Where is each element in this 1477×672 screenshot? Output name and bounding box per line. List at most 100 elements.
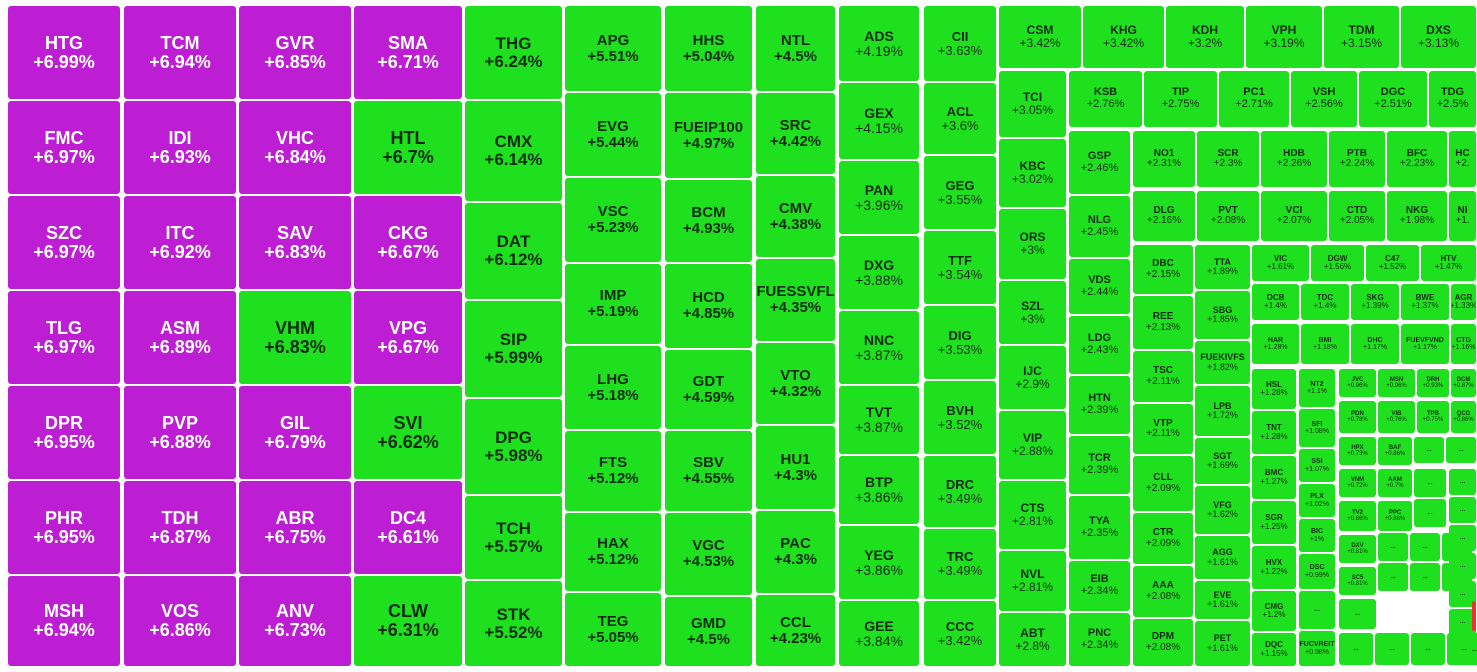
stock-tile[interactable] (1472, 601, 1476, 631)
stock-tile[interactable]: NT2 +1.1% (1299, 369, 1335, 407)
stock-tile[interactable]: TTF +3.54% (924, 231, 996, 304)
stock-tile[interactable]: ... (1378, 563, 1408, 591)
stock-tile[interactable]: ... (1449, 497, 1476, 523)
stock-tile[interactable]: DC4 +6.61% (354, 481, 462, 574)
stock-tile[interactable]: TLG +6.97% (8, 291, 120, 384)
stock-tile[interactable]: KHG +3.42% (1083, 6, 1164, 68)
stock-tile[interactable]: BVH +3.52% (924, 381, 996, 454)
stock-tile[interactable]: VDS +2.44% (1069, 259, 1130, 314)
stock-tile[interactable]: ... (1449, 609, 1476, 635)
stock-tile[interactable]: TPB +0.75% (1417, 401, 1449, 433)
stock-tile[interactable]: PNC +2.34% (1069, 613, 1130, 666)
stock-tile[interactable]: TDC +1.4% (1301, 284, 1349, 320)
stock-tile[interactable]: BFC +2.23% (1387, 131, 1447, 187)
stock-tile[interactable]: SGT +1.69% (1195, 438, 1250, 484)
stock-tile[interactable]: ... (1375, 633, 1409, 665)
stock-tile[interactable]: FTS +5.12% (565, 431, 661, 511)
stock-tile[interactable]: HCD +4.85% (665, 264, 752, 348)
stock-tile[interactable]: FUESSVFL +4.35% (756, 259, 835, 341)
stock-tile[interactable]: ANV +6.73% (239, 576, 351, 666)
stock-tile[interactable]: ... (1414, 469, 1446, 497)
stock-tile[interactable]: DHC +1.17% (1351, 324, 1399, 364)
stock-tile[interactable]: CTD +2.05% (1329, 191, 1385, 241)
stock-tile[interactable]: NKG +1.98% (1387, 191, 1447, 241)
stock-tile[interactable]: DGC +2.51% (1359, 71, 1427, 127)
stock-tile[interactable]: ... (1449, 525, 1476, 551)
stock-tile[interactable]: FUCVREIT +0.98% (1299, 631, 1335, 666)
stock-tile[interactable]: PPC +0.86% (1378, 501, 1412, 531)
stock-tile[interactable]: VOS +6.86% (124, 576, 236, 666)
stock-tile[interactable]: DAT +6.12% (465, 203, 562, 299)
stock-tile[interactable]: BMI +1.18% (1301, 324, 1349, 364)
stock-tile[interactable]: VTO +4.32% (756, 343, 835, 424)
stock-tile[interactable]: TDM +3.15% (1324, 6, 1399, 68)
stock-tile[interactable]: DSC +0.99% (1299, 554, 1335, 589)
stock-tile[interactable]: TVT +3.87% (839, 386, 919, 454)
stock-tile[interactable]: SGR +1.25% (1252, 501, 1296, 544)
stock-tile[interactable]: ... (1449, 553, 1476, 579)
stock-tile[interactable]: DPM +2.08% (1133, 619, 1193, 666)
stock-tile[interactable]: BCM +4.93% (665, 180, 752, 262)
stock-tile[interactable]: DPG +5.98% (465, 399, 562, 494)
stock-tile[interactable]: SKG +1.39% (1351, 284, 1399, 320)
stock-tile[interactable]: HVX +1.22% (1252, 546, 1296, 589)
stock-tile[interactable]: ABR +6.75% (239, 481, 351, 574)
stock-tile[interactable]: SRC +4.42% (756, 93, 835, 174)
stock-tile[interactable]: DLG +2.16% (1133, 191, 1195, 241)
stock-tile[interactable]: PC1 +2.71% (1219, 71, 1289, 127)
stock-tile[interactable]: GVR +6.85% (239, 6, 351, 99)
stock-tile[interactable]: EVE +1.61% (1195, 581, 1250, 619)
stock-tile[interactable]: GEX +4.15% (839, 83, 919, 159)
stock-tile[interactable]: GIL +6.79% (239, 386, 351, 479)
stock-tile[interactable]: AAM +0.7% (1378, 469, 1412, 497)
stock-tile[interactable]: HDB +2.26% (1261, 131, 1327, 187)
stock-tile[interactable]: HTG +6.99% (8, 6, 120, 99)
stock-tile[interactable]: HC +2. (1449, 131, 1476, 187)
stock-tile[interactable]: CSM +3.42% (999, 6, 1081, 68)
stock-tile[interactable]: HAR +1.28% (1252, 324, 1299, 364)
stock-tile[interactable]: FUEVFVND +1.17% (1401, 324, 1449, 364)
stock-tile[interactable]: TEG +5.05% (565, 593, 661, 666)
stock-tile[interactable]: SVI +6.62% (354, 386, 462, 479)
stock-tile[interactable]: TDG +2.5% (1429, 71, 1476, 127)
stock-tile[interactable]: EIB +2.34% (1069, 561, 1130, 611)
stock-tile[interactable]: NVL +2.81% (999, 551, 1066, 611)
stock-tile[interactable]: GDT +4.59% (665, 350, 752, 429)
stock-tile[interactable]: AGR +1.33% (1451, 284, 1476, 320)
stock-tile[interactable]: SFI +1.08% (1299, 409, 1335, 447)
stock-tile[interactable]: ACL +3.6% (924, 83, 996, 154)
stock-tile[interactable]: HSL +1.28% (1252, 369, 1296, 409)
stock-tile[interactable]: SAV +6.83% (239, 196, 351, 289)
stock-tile[interactable]: PAN +3.96% (839, 161, 919, 234)
stock-tile[interactable]: VTP +2.11% (1133, 404, 1193, 454)
stock-tile[interactable]: YEG +3.86% (839, 526, 919, 599)
stock-tile[interactable]: HTN +2.39% (1069, 376, 1130, 434)
stock-tile[interactable]: HAX +5.12% (565, 513, 661, 591)
stock-tile[interactable]: DIG +3.53% (924, 306, 996, 379)
stock-tile[interactable]: ... (1411, 633, 1445, 665)
stock-tile[interactable]: VHC +6.84% (239, 101, 351, 194)
stock-tile[interactable]: SBG +1.85% (1195, 291, 1250, 339)
stock-tile[interactable]: IDI +6.93% (124, 101, 236, 194)
stock-tile[interactable]: HU1 +4.3% (756, 426, 835, 509)
stock-tile[interactable]: TCR +2.39% (1069, 436, 1130, 494)
stock-tile[interactable]: BAF +0.86% (1378, 437, 1412, 465)
stock-tile[interactable]: TTA +1.89% (1195, 245, 1250, 289)
stock-tile[interactable]: KBC +3.02% (999, 139, 1066, 207)
stock-tile[interactable]: VNM +0.72% (1339, 469, 1376, 497)
stock-tile[interactable]: AAA +2.08% (1133, 566, 1193, 617)
stock-tile[interactable]: DXS +3.13% (1401, 6, 1476, 68)
stock-tile[interactable]: CCL +4.23% (756, 595, 835, 666)
stock-tile[interactable]: ASM +6.89% (124, 291, 236, 384)
stock-tile[interactable]: BTP +3.86% (839, 456, 919, 524)
stock-tile[interactable]: DXV +0.81% (1339, 535, 1376, 563)
stock-tile[interactable]: AGG +1.61% (1195, 536, 1250, 579)
stock-tile[interactable]: LDG +2.43% (1069, 316, 1130, 374)
stock-tile[interactable]: NTL +4.5% (756, 6, 835, 91)
stock-tile[interactable]: ... (1414, 499, 1446, 527)
stock-tile[interactable]: TYA +2.35% (1069, 496, 1130, 559)
stock-tile[interactable]: DPR +6.95% (8, 386, 120, 479)
stock-tile[interactable]: VSC +5.23% (565, 178, 661, 262)
stock-tile[interactable]: VHM +6.83% (239, 291, 351, 384)
stock-tile[interactable]: TV2 +0.86% (1339, 501, 1376, 531)
